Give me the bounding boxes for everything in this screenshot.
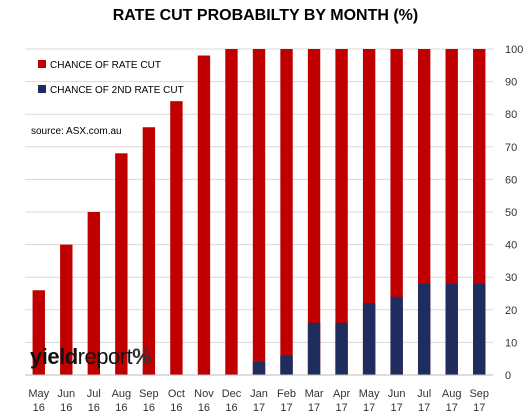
x-tick-label-month: Mar (305, 388, 324, 400)
x-tick-label-month: May (359, 388, 380, 400)
bar-rate-cut (142, 127, 156, 376)
legend-label-rate-cut: CHANCE OF RATE CUT (50, 60, 161, 71)
bar-2nd-rate-cut (473, 283, 486, 375)
bar-rate-cut (87, 212, 101, 375)
legend-swatch-rate-cut (38, 60, 46, 68)
y-tick-label: 0 (505, 370, 511, 382)
x-tick-label-year: 16 (143, 402, 155, 414)
y-tick-label: 70 (505, 142, 517, 154)
x-tick-label-year: 17 (363, 402, 375, 414)
y-tick-label: 50 (505, 207, 517, 219)
x-tick-label-year: 16 (170, 402, 182, 414)
y-tick-label: 90 (505, 77, 517, 89)
bar-rate-cut (307, 49, 321, 375)
bar-rate-cut (335, 49, 348, 375)
x-tick-label-month: Nov (194, 388, 214, 400)
bar-2nd-rate-cut (280, 355, 293, 375)
x-tick-label-year: 16 (88, 402, 100, 414)
x-tick-label-month: Feb (277, 388, 296, 400)
x-tick-label-month: Aug (112, 388, 132, 400)
x-tick-label-year: 16 (198, 402, 210, 414)
x-tick-label-year: 17 (308, 402, 320, 414)
x-tick-label-month: Aug (442, 388, 462, 400)
x-tick-label-year: 16 (115, 402, 127, 414)
bar-rate-cut (362, 49, 376, 375)
bar-rate-cut (390, 49, 403, 375)
x-tick-label-month: Jan (250, 388, 268, 400)
y-tick-label: 40 (505, 240, 517, 252)
x-tick-label-year: 16 (225, 402, 237, 414)
x-tick-label-month: Jul (417, 388, 431, 400)
x-tick-label-year: 17 (418, 402, 430, 414)
x-tick-label-year: 17 (253, 402, 265, 414)
source-note: source: ASX.com.au (31, 126, 122, 137)
bar-rate-cut (115, 153, 128, 375)
bar-2nd-rate-cut (307, 322, 321, 375)
legend: CHANCE OF RATE CUT CHANCE OF 2ND RATE CU… (38, 60, 184, 96)
bar-rate-cut (197, 55, 211, 376)
y-axis-ticks: 0 10 20 30 40 50 60 70 80 90 100 (505, 44, 523, 382)
x-tick-label-month: Oct (168, 388, 185, 400)
x-tick-label-month: Jul (87, 388, 101, 400)
x-axis-ticks: May 16 Jun 16 Jul 16 Aug 16 Sep 16 Oct 16 Nov 16 Dec 16… (28, 388, 489, 414)
x-tick-label-month: Jun (388, 388, 406, 400)
x-tick-label-year: 17 (446, 402, 458, 414)
bar-2nd-rate-cut (362, 303, 376, 375)
bar-2nd-rate-cut (252, 361, 266, 375)
x-tick-label-year: 17 (473, 402, 485, 414)
bar-2nd-rate-cut (445, 283, 458, 375)
chart-title: RATE CUT PROBABILTY BY MONTH (%) (112, 7, 419, 24)
x-tick-label-year: 17 (335, 402, 347, 414)
x-tick-label-month: May (28, 388, 49, 400)
x-tick-label-month: Jun (57, 388, 75, 400)
x-tick-label-year: 17 (391, 402, 403, 414)
bar-rate-cut (280, 49, 293, 375)
y-tick-label: 80 (505, 109, 517, 121)
bar-2nd-rate-cut (390, 296, 403, 375)
x-tick-label-month: Sep (469, 388, 489, 400)
x-tick-label-year: 17 (280, 402, 292, 414)
x-tick-label-month: Dec (222, 388, 242, 400)
bar-rate-cut (32, 290, 45, 375)
yieldreport-logo: yieldreport% (30, 344, 152, 369)
bar-2nd-rate-cut (417, 283, 431, 375)
legend-swatch-2nd-rate-cut (38, 85, 46, 93)
y-tick-label: 30 (505, 272, 517, 284)
bar-rate-cut (252, 49, 266, 375)
y-tick-label: 10 (505, 337, 517, 349)
bars (32, 49, 486, 376)
bar-2nd-rate-cut (335, 322, 348, 375)
x-tick-label-month: Apr (333, 388, 350, 400)
y-tick-label: 20 (505, 305, 517, 317)
y-tick-label: 60 (505, 174, 517, 186)
x-tick-label-year: 16 (33, 402, 45, 414)
legend-label-2nd-rate-cut: CHANCE OF 2ND RATE CUT (50, 85, 184, 96)
x-tick-label-year: 16 (60, 402, 72, 414)
x-tick-label-month: Sep (139, 388, 159, 400)
y-tick-label: 100 (505, 44, 523, 56)
bar-rate-cut (225, 49, 238, 375)
bar-rate-cut (170, 101, 183, 375)
bar-rate-cut (60, 244, 73, 375)
